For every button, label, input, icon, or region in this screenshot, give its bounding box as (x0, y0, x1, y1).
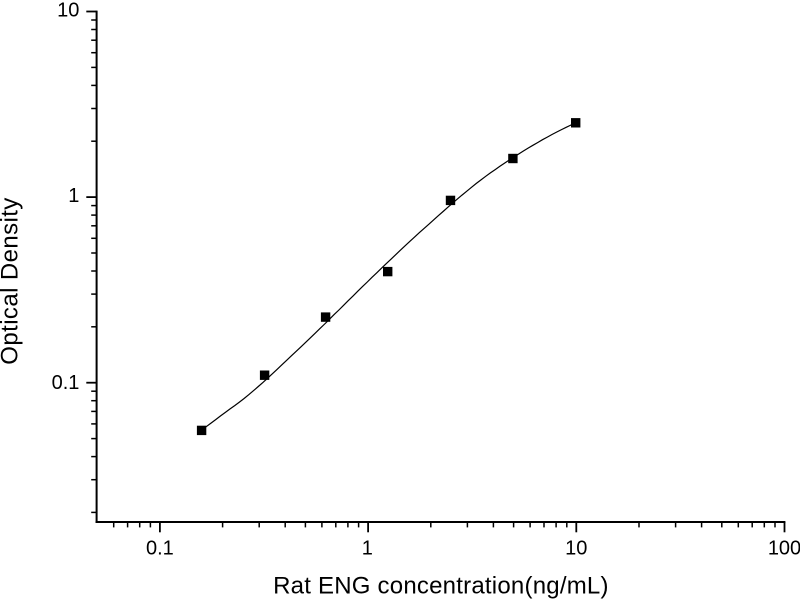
svg-text:0.1: 0.1 (52, 372, 80, 394)
svg-text:100: 100 (768, 537, 800, 559)
svg-text:1: 1 (68, 185, 79, 207)
svg-text:10: 10 (565, 537, 587, 559)
svg-text:Rat ENG concentration(ng/mL): Rat ENG concentration(ng/mL) (273, 572, 609, 599)
svg-text:0.1: 0.1 (146, 537, 174, 559)
svg-text:Optical Density: Optical Density (0, 197, 24, 364)
svg-text:10: 10 (57, 0, 79, 21)
svg-text:1: 1 (362, 537, 373, 559)
